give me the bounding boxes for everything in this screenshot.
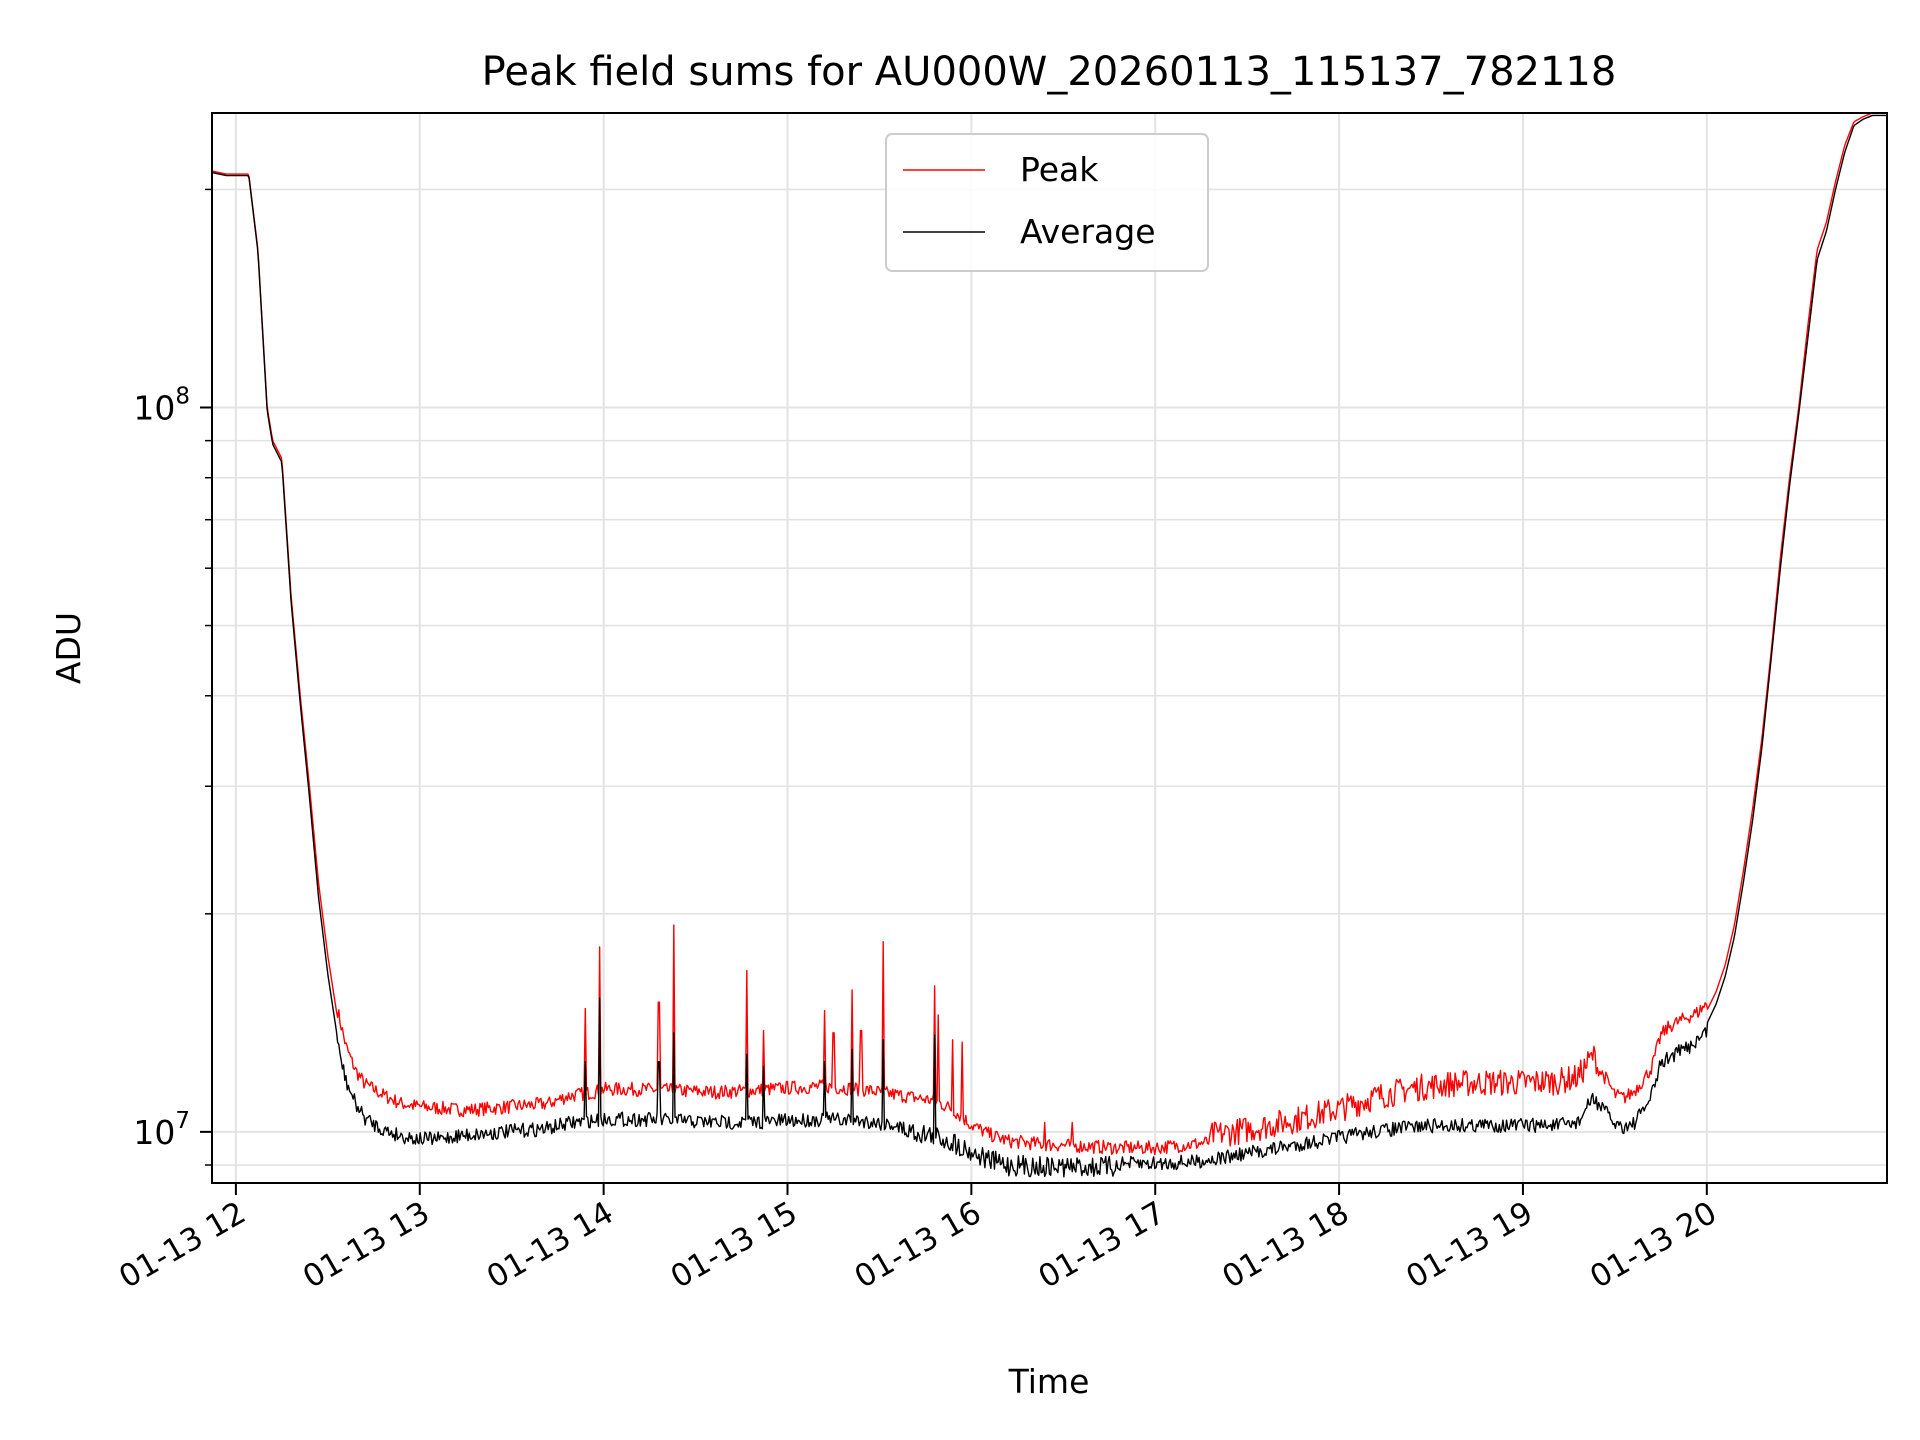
series-line-peak — [212, 113, 1887, 1156]
y-axis-label: ADU — [49, 612, 88, 684]
series-line-average — [212, 114, 1887, 1178]
x-axis-label: Time — [1008, 1362, 1090, 1401]
plot-series — [212, 113, 1887, 1178]
legend: Peak Average — [885, 133, 1209, 272]
legend-peak-label: Peak — [1020, 150, 1099, 189]
grid — [212, 113, 1887, 1183]
chart-title: Peak field sums for AU000W_20260113_1151… — [482, 49, 1617, 95]
axes-frame — [211, 112, 1888, 1184]
legend-box — [885, 133, 1209, 272]
y-tick-label: 107 — [133, 1108, 190, 1152]
y-tick-label-exponent: 7 — [175, 1108, 190, 1134]
y-tick-label-base: 10 — [133, 1113, 175, 1152]
legend-average-label: Average — [1020, 212, 1156, 251]
y-tick-label: 108 — [133, 383, 190, 427]
y-tick-label-exponent: 8 — [175, 383, 190, 409]
y-tick-label-base: 10 — [133, 388, 175, 427]
